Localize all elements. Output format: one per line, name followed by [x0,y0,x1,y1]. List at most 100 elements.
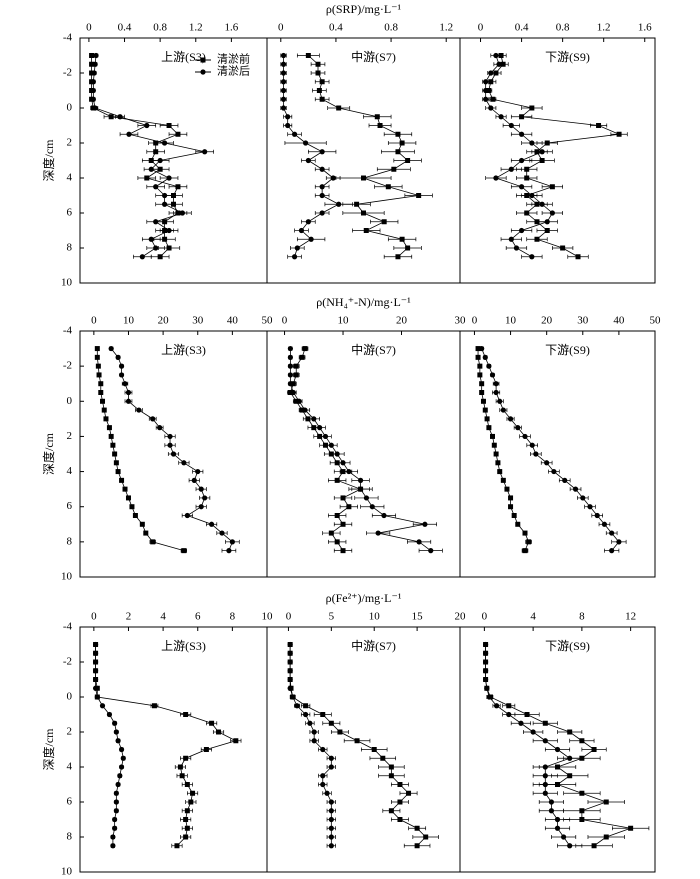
marker [125,495,131,501]
marker [508,122,514,129]
marker [290,694,296,700]
marker [316,88,322,93]
marker [179,773,185,779]
x-tick-label: 10 [262,611,274,623]
marker [477,372,483,378]
marker [336,105,342,111]
marker [526,539,532,545]
x-tick-label: 0 [282,315,288,327]
marker [340,495,346,501]
marker [98,381,104,387]
panel-title: 中游(S7) [351,49,396,64]
marker [422,521,428,527]
marker [388,773,394,779]
panel-title: 上游(S3) [161,50,206,64]
marker [103,416,109,422]
x-tick-label: 20 [455,611,467,623]
marker [488,79,494,85]
marker [508,166,514,172]
panel-title: 上游(S3) [161,343,206,357]
marker [94,354,100,360]
marker [184,512,190,519]
marker [174,843,180,849]
marker [500,477,506,483]
marker [184,808,190,814]
marker [518,131,525,137]
marker [544,228,550,233]
marker [575,254,581,260]
marker [340,521,346,527]
marker [496,61,502,67]
marker [117,773,123,779]
marker [493,70,499,76]
marker [616,131,622,137]
y-tick-label: 8 [67,242,73,254]
panel-title: 中游(S7) [351,342,396,357]
marker [319,192,325,199]
marker [320,773,326,779]
series-line [308,55,419,258]
marker [486,425,492,431]
marker [328,764,334,770]
marker [530,729,536,735]
marker [157,425,163,431]
marker [539,149,545,155]
marker [118,363,125,369]
marker [490,433,495,439]
marker [119,477,125,483]
marker [493,381,499,387]
marker [122,486,128,492]
x-tick-label: 50 [262,315,274,327]
marker [483,87,489,94]
marker [334,513,340,518]
x-tick-label: 4 [160,611,166,623]
marker [317,425,323,431]
marker [179,210,186,216]
marker [148,166,154,172]
panel-title: 下游(S9) [545,639,590,653]
marker [414,825,420,831]
marker [518,720,524,726]
marker [129,504,135,510]
marker [285,122,291,129]
marker [118,764,125,770]
marker [183,712,189,717]
marker [188,799,194,805]
marker [106,425,112,431]
x-tick-label: 0 [278,22,284,34]
marker [482,676,489,683]
marker [307,720,313,726]
marker [200,57,206,63]
x-axis-title: ρ(SRP)/mg·L⁻¹ [326,2,402,16]
series-line [485,644,571,846]
marker [177,764,183,770]
marker [508,495,514,501]
x-tick-label: 0.8 [153,22,167,34]
marker [320,746,326,753]
marker [551,468,557,475]
marker [299,354,305,360]
x-tick-label: 30 [455,315,467,327]
marker [483,96,489,102]
x-tick-label: 50 [650,315,662,327]
marker [518,227,525,234]
marker [322,433,329,440]
marker [302,346,308,352]
marker [363,228,369,233]
marker [483,79,489,85]
marker [190,790,196,796]
marker [475,346,481,352]
panel-frame [459,626,656,873]
series-line [289,644,427,847]
marker [91,70,97,76]
x-tick-label: 15 [412,611,424,623]
marker [287,676,293,683]
marker [388,808,394,814]
marker [524,175,530,181]
x-tick-label: 10 [369,611,381,623]
marker [319,96,325,102]
y-tick-label: 8 [67,535,73,547]
marker [377,123,383,128]
marker [153,219,159,225]
